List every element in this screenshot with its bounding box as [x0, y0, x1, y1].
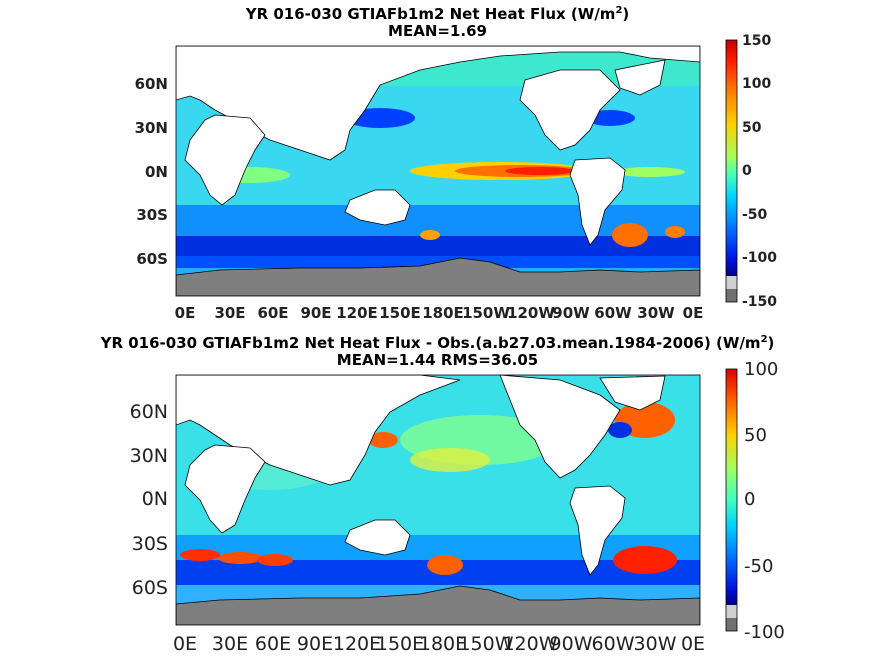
axes-frame-top [175, 45, 701, 297]
colorbar-label: 100 [744, 359, 778, 380]
xtick-label: 120W [507, 304, 555, 322]
colorbar-ticks-bottom: 100 50 0 -50 -100 [744, 359, 785, 643]
title-end: ) [767, 334, 775, 352]
antarctica-top [176, 257, 700, 296]
colorbar-label: 50 [744, 425, 767, 446]
ytick-label: 30N [135, 119, 168, 137]
colorbar-label: -100 [742, 250, 777, 266]
colorbar-label: 50 [742, 120, 762, 136]
xtick-label: 0E [681, 633, 705, 655]
ytick-label: 30N [130, 445, 168, 467]
ytick-label: 60S [132, 577, 168, 599]
title-sup: 2 [615, 5, 623, 16]
xtick-label: 90W [550, 633, 593, 655]
colorbar-label: -50 [742, 207, 768, 223]
colorbar-label: 0 [744, 489, 755, 510]
xtick-label: 0E [173, 633, 197, 655]
xtick-label: 90E [297, 633, 333, 655]
xtick-label: 30W [637, 304, 675, 322]
title-text: YR 016-030 GTIAFb1m2 Net Heat Flux - Obs… [100, 334, 761, 352]
xtick-label: 120E [333, 633, 381, 655]
xtick-label: 30W [634, 633, 677, 655]
colorbar-label: -50 [744, 556, 773, 577]
land-bottom [176, 375, 666, 576]
axes-frame-bottom [175, 374, 701, 626]
xtick-label: 30E [214, 304, 245, 322]
xtick-label: 150E [379, 304, 421, 322]
ytick-label: 30S [132, 533, 168, 555]
title-end: ) [622, 5, 630, 23]
xtick-label: 120W [502, 633, 557, 655]
colorbar-label: 150 [742, 33, 771, 49]
xtick-label: 60W [594, 304, 632, 322]
xtick-label: 90E [300, 304, 331, 322]
ytick-label: 60N [135, 75, 168, 93]
xtick-label: 120E [336, 304, 378, 322]
yticks-bottom: 60N 30N 0N 30S 60S [130, 401, 168, 599]
title-text: YR 016-030 GTIAFb1m2 Net Heat Flux (W/m [245, 5, 616, 23]
xtick-label: 150E [376, 633, 424, 655]
yticks-top: 60N 30N 0N 30S 60S [135, 75, 168, 268]
colorbar-label: 0 [742, 163, 752, 179]
xtick-label: 90W [552, 304, 590, 322]
xtick-label: 0E [683, 304, 704, 322]
ytick-label: 60N [130, 401, 168, 423]
xtick-label: 180E [422, 304, 464, 322]
title-sup: 2 [760, 334, 768, 345]
xtick-label: 60E [255, 633, 291, 655]
xtick-label: 60W [592, 633, 635, 655]
colorbar-bottom [725, 368, 738, 632]
colorbar-ticks-top: 150 100 50 0 -50 -100 -150 [742, 33, 777, 310]
map-title-top: YR 016-030 GTIAFb1m2 Net Heat Flux (W/m2… [0, 2, 875, 23]
xtick-label: 180E [419, 633, 467, 655]
map-panel-top: 60N 30N 0N 30S 60S 0E 30E 60E 90E 120E 1… [135, 33, 778, 322]
xtick-label: 30E [212, 633, 248, 655]
xtick-label: 150W [462, 304, 510, 322]
xticks-bottom: 0E 30E 60E 90E 120E 150E 180E 150W 120W … [173, 633, 705, 655]
colorbar-label: -100 [744, 622, 785, 643]
ytick-label: 60S [136, 250, 168, 268]
xtick-label: 150W [458, 633, 513, 655]
xtick-label: 0E [175, 304, 196, 322]
map-title-bottom: YR 016-030 GTIAFb1m2 Net Heat Flux - Obs… [0, 331, 875, 352]
land-top [176, 46, 700, 246]
ytick-label: 30S [136, 206, 168, 224]
antarctica-bottom [176, 585, 700, 625]
map-field-bottom [176, 375, 700, 625]
ytick-label: 0N [142, 488, 168, 510]
xtick-label: 60E [257, 304, 288, 322]
xticks-top: 0E 30E 60E 90E 120E 150E 180E 150W 120W … [175, 304, 704, 322]
ytick-label: 0N [145, 163, 168, 181]
colorbar-label: 100 [742, 76, 771, 92]
map-subtitle-bottom: MEAN=1.44 RMS=36.05 [336, 351, 539, 369]
map-subtitle-top: MEAN=1.69 [388, 22, 487, 40]
map-field-top [176, 46, 700, 296]
colorbar-label: -150 [742, 294, 777, 310]
colorbar-top [725, 39, 738, 303]
